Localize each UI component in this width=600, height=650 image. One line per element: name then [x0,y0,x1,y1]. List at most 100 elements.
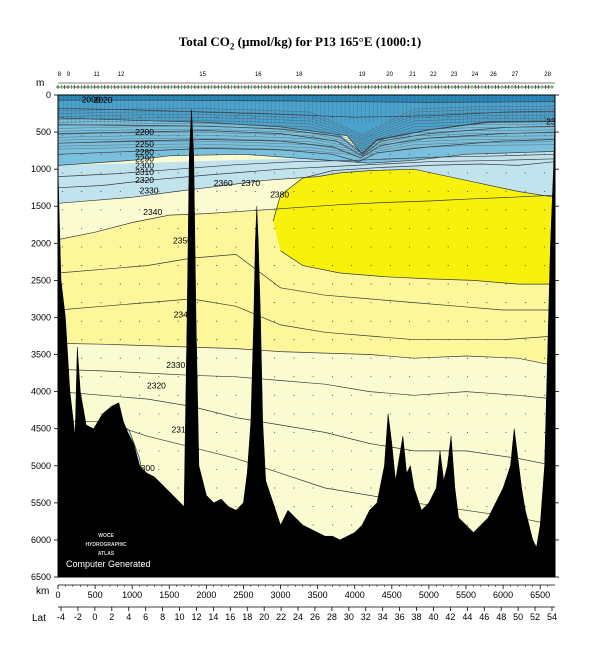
contour-line-0 [58,194,555,240]
station-label: 27 [512,72,519,78]
sample-point [351,135,353,137]
sample-point [447,450,449,452]
sample-point [331,190,334,192]
sample-point [428,320,430,322]
sample-point [505,190,507,192]
sample-point [331,172,334,174]
sample-point [486,394,488,396]
sample-point [61,135,64,137]
sample-point [409,153,411,155]
sample-point [505,376,507,378]
sample-point [409,394,411,396]
sample-point [216,431,218,433]
sample-point [351,487,353,489]
sample-point [409,190,411,192]
sample-point [486,487,488,489]
station-label: 20 [386,72,393,78]
sample-point [216,283,218,285]
sample-point [544,302,546,304]
sample-point [293,209,295,211]
sample-point [544,190,546,192]
sample-point [81,357,83,359]
contour-line-3 [58,153,555,177]
sample-point [409,209,411,211]
sample-point [370,376,372,378]
lat-tick-label: -2 [74,612,82,622]
sample-point [274,153,276,155]
sample-point [100,246,102,248]
sample-point [293,357,295,359]
sample-point [61,153,64,155]
sample-point [524,450,526,452]
sample-point [254,153,256,155]
contour-label-2310: 2310 [172,424,191,434]
contour-upper-11 [58,138,555,153]
sample-point [158,265,160,267]
sample-point [544,357,546,359]
sample-point [81,227,83,230]
sample-point [370,468,372,471]
sample-point [351,339,353,341]
sample-point [524,506,526,508]
sample-point [293,302,295,304]
sample-point [524,468,526,471]
sample-point [524,227,526,230]
contour-label-2310: 2310 [135,167,154,177]
sample-point [216,413,218,415]
sample-point [466,302,469,304]
sample-point [486,209,488,211]
sample-point [100,283,102,285]
lat-tick-label: 0 [92,612,97,622]
contour-label-2320: 2320 [147,381,166,391]
sample-point [274,209,276,211]
sample-point [466,209,469,211]
sample-point [486,320,488,322]
km-tick-label: 6000 [493,590,513,600]
contour-label-2340: 2340 [143,207,162,217]
sample-point [177,246,179,248]
sample-point [81,265,83,267]
y-tick-label: 4000 [31,387,51,397]
sample-point [293,265,295,267]
sample-point [196,302,199,304]
sample-point [466,468,469,471]
sample-point [312,302,314,304]
lat-tick-label: 46 [479,612,489,622]
contour-line-19 [58,420,555,526]
sample-point [486,468,488,471]
sample-point [216,246,218,248]
sample-point [351,153,353,155]
sample-point [428,227,430,230]
sample-point [466,283,469,285]
contour-line-5 [58,139,555,163]
sample-point [331,450,334,452]
sample-point [505,431,507,433]
sample-point [351,227,353,230]
sample-point [409,283,411,285]
contour-label-2290: 2290 [135,154,154,164]
sample-point [119,135,121,137]
sample-point [119,209,121,211]
lat-tick-label: 44 [462,612,472,622]
station-label: 8 [58,72,62,78]
sample-point [274,357,276,359]
sample-point [428,265,430,267]
sample-point [428,153,430,155]
y-tick-label: 5000 [31,461,51,471]
contour-upper-7 [58,126,555,146]
sample-point [466,506,469,508]
sample-point [370,450,372,452]
sample-point [544,246,546,248]
sample-point [293,394,295,396]
sample-point [389,153,391,155]
sample-point [447,283,449,285]
sample-point [274,394,276,396]
sample-point [331,376,334,378]
sample-point [524,116,526,118]
sample-point [139,302,141,304]
sample-point [524,153,526,155]
km-tick-label: 2000 [196,590,216,600]
sample-point [505,153,507,155]
sample-point [370,209,372,211]
sample-point [81,209,83,211]
